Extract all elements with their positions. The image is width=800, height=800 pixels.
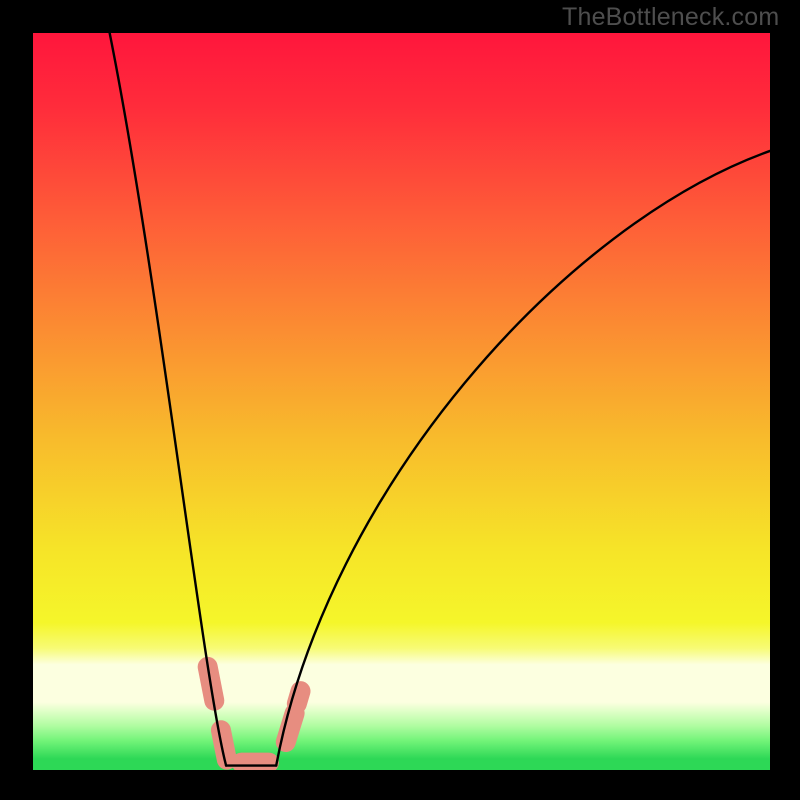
attribution-text: TheBottleneck.com — [562, 3, 779, 32]
plot-area — [33, 33, 770, 770]
plot-svg — [33, 33, 770, 770]
gradient-background — [33, 33, 770, 770]
